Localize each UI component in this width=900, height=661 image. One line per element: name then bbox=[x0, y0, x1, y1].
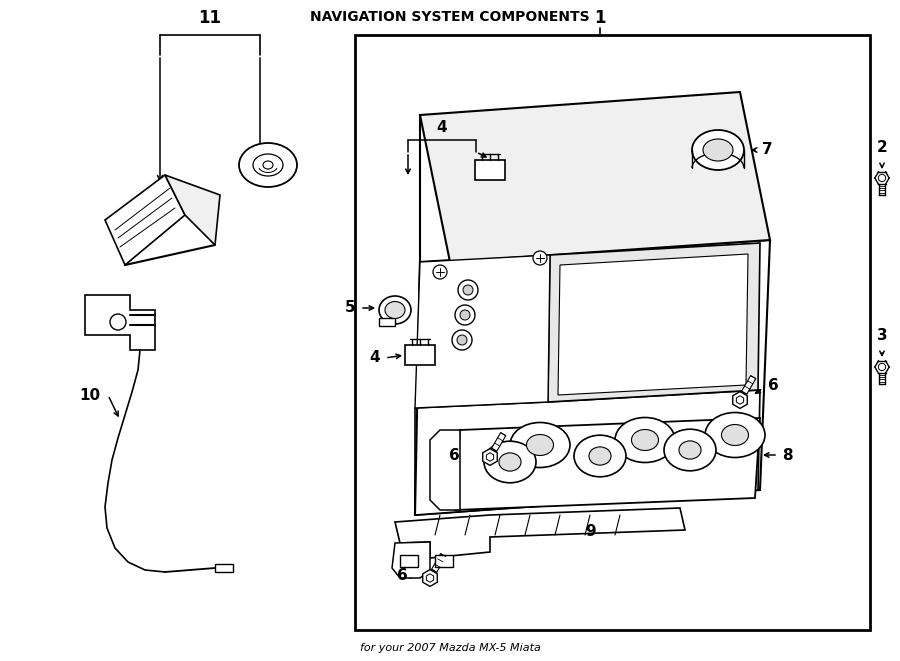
Polygon shape bbox=[427, 574, 434, 582]
Ellipse shape bbox=[574, 435, 626, 477]
Polygon shape bbox=[165, 175, 220, 245]
Polygon shape bbox=[395, 508, 685, 558]
Circle shape bbox=[878, 364, 886, 371]
Polygon shape bbox=[736, 396, 743, 404]
Text: 3: 3 bbox=[877, 329, 887, 344]
Ellipse shape bbox=[632, 430, 659, 451]
Text: 6: 6 bbox=[397, 568, 408, 584]
Polygon shape bbox=[491, 433, 506, 451]
Polygon shape bbox=[420, 92, 770, 262]
Polygon shape bbox=[85, 295, 155, 350]
Ellipse shape bbox=[263, 161, 273, 169]
Circle shape bbox=[533, 251, 547, 265]
Polygon shape bbox=[733, 391, 747, 408]
Polygon shape bbox=[432, 554, 446, 572]
Text: 1: 1 bbox=[594, 9, 606, 27]
Polygon shape bbox=[455, 418, 760, 510]
Ellipse shape bbox=[722, 424, 749, 446]
Circle shape bbox=[452, 330, 472, 350]
Text: 11: 11 bbox=[199, 9, 221, 27]
Polygon shape bbox=[423, 570, 437, 586]
Polygon shape bbox=[392, 542, 430, 578]
Ellipse shape bbox=[510, 422, 570, 467]
Text: 10: 10 bbox=[79, 387, 100, 403]
Text: 4: 4 bbox=[369, 350, 380, 366]
Polygon shape bbox=[548, 243, 760, 402]
Ellipse shape bbox=[679, 441, 701, 459]
Bar bbox=[435, 555, 453, 567]
Bar bbox=[475, 160, 505, 180]
Text: 6: 6 bbox=[768, 377, 778, 393]
Circle shape bbox=[110, 314, 126, 330]
Text: 9: 9 bbox=[585, 524, 596, 539]
Text: NAVIGATION SYSTEM COMPONENTS: NAVIGATION SYSTEM COMPONENTS bbox=[310, 10, 590, 24]
Polygon shape bbox=[415, 240, 770, 515]
Circle shape bbox=[460, 310, 470, 320]
Circle shape bbox=[458, 280, 478, 300]
Polygon shape bbox=[105, 175, 185, 265]
Ellipse shape bbox=[239, 143, 297, 187]
Ellipse shape bbox=[589, 447, 611, 465]
Circle shape bbox=[433, 265, 447, 279]
Ellipse shape bbox=[253, 154, 283, 176]
Ellipse shape bbox=[526, 434, 554, 455]
Ellipse shape bbox=[692, 130, 744, 170]
Polygon shape bbox=[415, 255, 550, 408]
Text: 6: 6 bbox=[449, 447, 460, 463]
Polygon shape bbox=[742, 375, 756, 394]
Ellipse shape bbox=[705, 412, 765, 457]
Ellipse shape bbox=[703, 139, 733, 161]
Polygon shape bbox=[415, 390, 760, 515]
Polygon shape bbox=[430, 430, 460, 510]
Ellipse shape bbox=[664, 429, 716, 471]
Ellipse shape bbox=[615, 418, 675, 463]
Text: 7: 7 bbox=[762, 143, 772, 157]
Text: 4: 4 bbox=[436, 120, 447, 136]
Bar bbox=[355, 35, 870, 630]
Circle shape bbox=[455, 305, 475, 325]
Text: 5: 5 bbox=[345, 301, 355, 315]
Circle shape bbox=[457, 335, 467, 345]
Bar bbox=[379, 318, 395, 326]
Polygon shape bbox=[482, 449, 498, 465]
Ellipse shape bbox=[385, 301, 405, 319]
Text: for your 2007 Mazda MX-5 Miata: for your 2007 Mazda MX-5 Miata bbox=[360, 643, 540, 653]
Polygon shape bbox=[486, 453, 493, 461]
Bar bbox=[400, 555, 418, 567]
Ellipse shape bbox=[499, 453, 521, 471]
Ellipse shape bbox=[484, 441, 536, 483]
Bar bbox=[405, 345, 435, 365]
Text: 2: 2 bbox=[877, 141, 887, 155]
Ellipse shape bbox=[379, 296, 411, 324]
Circle shape bbox=[878, 175, 886, 182]
Text: 8: 8 bbox=[782, 447, 793, 463]
Bar bbox=[215, 564, 233, 572]
Circle shape bbox=[463, 285, 473, 295]
Polygon shape bbox=[558, 254, 748, 395]
